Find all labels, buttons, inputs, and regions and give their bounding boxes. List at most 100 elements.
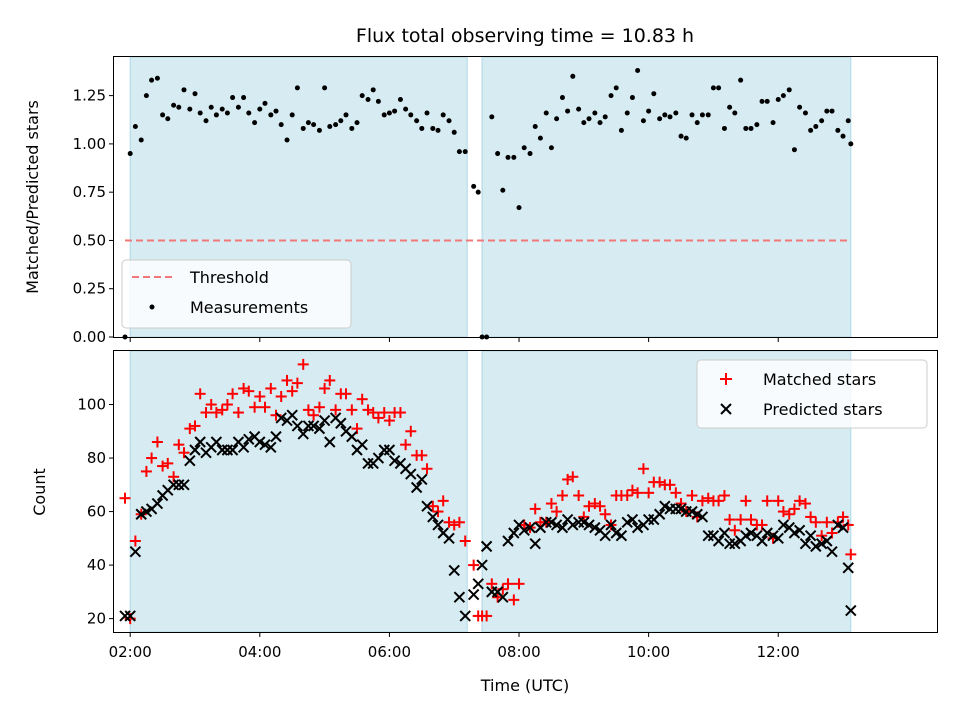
- matched-star-point: [643, 487, 655, 499]
- measurement-point: [710, 85, 716, 91]
- x-tick-label: 06:00: [368, 643, 411, 661]
- matched-star-point: [805, 511, 817, 523]
- measurement-point: [829, 108, 835, 114]
- measurement-point: [343, 112, 349, 118]
- predicted-star-point: [550, 519, 563, 531]
- measurement-point: [230, 95, 236, 101]
- predicted-star-point: [405, 468, 417, 480]
- predicted-star-point: [480, 540, 493, 553]
- measurement-point: [408, 112, 414, 118]
- measurement-point: [451, 129, 457, 135]
- predicted-star-point: [756, 535, 768, 547]
- measurement-point: [430, 125, 436, 131]
- measurement-point: [311, 122, 317, 128]
- predicted-star-point: [810, 540, 822, 553]
- matched-star-point: [265, 382, 277, 394]
- matched-star-point: [745, 514, 757, 526]
- predicted-star-point: [275, 412, 287, 424]
- measurement-point: [375, 98, 381, 104]
- ratio-y-tick-label: 1.25: [73, 87, 106, 105]
- measurement-point: [132, 124, 138, 130]
- matched-star-point: [437, 495, 449, 507]
- matched-star-point: [324, 374, 336, 386]
- measurement-point: [683, 135, 689, 141]
- predicted-star-point: [453, 591, 466, 603]
- measurement-point: [440, 112, 446, 118]
- matched-star-point: [432, 506, 444, 518]
- matched-star-point: [308, 409, 320, 421]
- measurement-point: [608, 93, 614, 99]
- predicted-star-point: [383, 444, 396, 456]
- measurement-point: [257, 106, 263, 112]
- matched-star-point: [319, 382, 331, 394]
- matched-star-point: [621, 490, 633, 502]
- predicted-star-point: [540, 516, 552, 528]
- matched-star-point: [664, 479, 676, 491]
- ratio-panel: Flux total observing time = 10.83 h 0.00…: [23, 25, 938, 346]
- matched-star-point: [573, 490, 585, 502]
- predicted-star-point: [583, 519, 595, 531]
- measurement-point: [694, 120, 700, 126]
- matched-star-point: [383, 415, 395, 427]
- predicted-star-point: [642, 513, 655, 526]
- matched-star-point: [119, 492, 131, 504]
- matched-star-point: [372, 412, 384, 424]
- matched-star-point: [210, 407, 222, 419]
- measurement-point: [543, 110, 549, 116]
- measurement-point: [845, 118, 851, 124]
- ratio-plot-frame: [113, 56, 938, 338]
- matched-star-point: [286, 385, 298, 397]
- measurement-point: [635, 68, 641, 74]
- predicted-star-point: [237, 441, 250, 454]
- measurement-point: [273, 108, 279, 114]
- measurement-point: [840, 133, 846, 139]
- matched-star-point: [772, 495, 784, 507]
- measurement-point: [386, 110, 392, 116]
- matched-star-point: [232, 407, 244, 419]
- matched-star-point: [845, 548, 857, 560]
- measurement-point: [775, 96, 781, 102]
- matched-star-point: [275, 390, 287, 402]
- predicted-star-point: [599, 529, 611, 542]
- predicted-star-point: [194, 436, 206, 448]
- measurement-point: [813, 124, 819, 130]
- observing-interval-2: [481, 56, 852, 338]
- measurement-point: [797, 104, 803, 110]
- measurement-point: [532, 124, 538, 130]
- predicted-star-point: [291, 420, 304, 432]
- measurement-point: [554, 116, 560, 122]
- matched-star-point: [281, 374, 293, 386]
- matched-star-point: [291, 377, 303, 389]
- measurement-point: [349, 125, 355, 131]
- matched-star-point: [556, 490, 568, 502]
- predicted-star-point: [432, 519, 444, 531]
- measurement-point: [743, 125, 749, 131]
- predicted-star-point: [524, 521, 536, 534]
- matched-star-point: [194, 388, 206, 400]
- predicted-star-point: [626, 513, 639, 526]
- predicted-star-point: [124, 610, 136, 622]
- measurement-point: [171, 102, 177, 108]
- predicted-star-point: [712, 535, 725, 547]
- measurement-point: [808, 127, 814, 133]
- measurement-point: [678, 133, 684, 139]
- predicted-star-point: [129, 546, 142, 558]
- matched-star-point: [529, 503, 541, 515]
- legend-measurements-label: Measurements: [190, 298, 308, 317]
- legend-predicted-label: Predicted stars: [763, 400, 883, 419]
- count-y-tick-label: 80: [87, 449, 106, 467]
- measurement-point: [268, 112, 274, 118]
- predicted-star-point: [631, 521, 644, 534]
- predicted-star-point: [615, 529, 628, 542]
- measurement-point: [300, 125, 306, 131]
- measurement-point: [154, 75, 160, 81]
- matched-star-point: [637, 463, 649, 475]
- ratio-y-tick-label: 1.00: [73, 135, 106, 153]
- measurement-point: [511, 154, 517, 160]
- legend-predicted-swatch: [720, 403, 732, 415]
- measurement-point: [456, 149, 462, 155]
- measurement-point: [208, 104, 214, 110]
- measurement-point: [791, 147, 797, 153]
- predicted-star-point: [448, 564, 460, 577]
- count-plot-frame: [113, 350, 938, 633]
